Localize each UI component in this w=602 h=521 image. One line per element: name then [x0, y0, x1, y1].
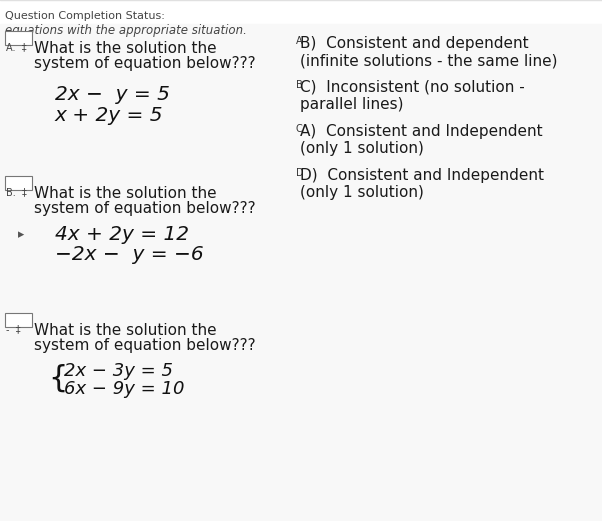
Text: A)  Consistent and Independent: A) Consistent and Independent — [300, 124, 542, 139]
Text: −2x −  y = −6: −2x − y = −6 — [55, 245, 203, 264]
Text: system of equation below???: system of equation below??? — [34, 338, 256, 353]
Text: 2x −  y = 5: 2x − y = 5 — [55, 85, 170, 104]
Text: system of equation below???: system of equation below??? — [34, 56, 256, 71]
Text: Question Completion Status:: Question Completion Status: — [5, 11, 165, 21]
Text: D)  Consistent and Independent: D) Consistent and Independent — [300, 168, 544, 183]
Text: (only 1 solution): (only 1 solution) — [300, 185, 424, 200]
Text: A: A — [296, 36, 303, 46]
Text: D: D — [296, 168, 303, 178]
FancyBboxPatch shape — [4, 31, 31, 44]
Text: 4x + 2y = 12: 4x + 2y = 12 — [55, 225, 189, 244]
Text: 2x − 3y = 5: 2x − 3y = 5 — [64, 362, 173, 380]
Text: A.  ‡: A. ‡ — [7, 42, 27, 52]
Text: system of equation below???: system of equation below??? — [34, 201, 256, 216]
FancyBboxPatch shape — [4, 313, 31, 327]
Text: parallel lines): parallel lines) — [300, 97, 403, 112]
Text: ▸: ▸ — [18, 228, 24, 241]
Text: -  ‡: - ‡ — [7, 324, 21, 334]
Text: B.  ‡: B. ‡ — [7, 187, 27, 197]
Text: What is the solution the: What is the solution the — [34, 186, 217, 201]
Text: What is the solution the: What is the solution the — [34, 41, 217, 56]
Text: B: B — [296, 80, 303, 90]
Text: C)  Inconsistent (no solution -: C) Inconsistent (no solution - — [300, 80, 525, 95]
Text: B)  Consistent and dependent: B) Consistent and dependent — [300, 36, 529, 51]
Text: What is the solution the: What is the solution the — [34, 323, 217, 338]
Text: (only 1 solution): (only 1 solution) — [300, 141, 424, 156]
Text: equations with the appropriate situation.: equations with the appropriate situation… — [5, 24, 247, 37]
Text: x + 2y = 5: x + 2y = 5 — [55, 106, 164, 125]
Text: 6x − 9y = 10: 6x − 9y = 10 — [64, 380, 184, 398]
Text: C: C — [296, 124, 303, 134]
Text: {: { — [48, 364, 67, 393]
FancyBboxPatch shape — [4, 176, 31, 190]
Text: (infinite solutions - the same line): (infinite solutions - the same line) — [300, 53, 557, 68]
